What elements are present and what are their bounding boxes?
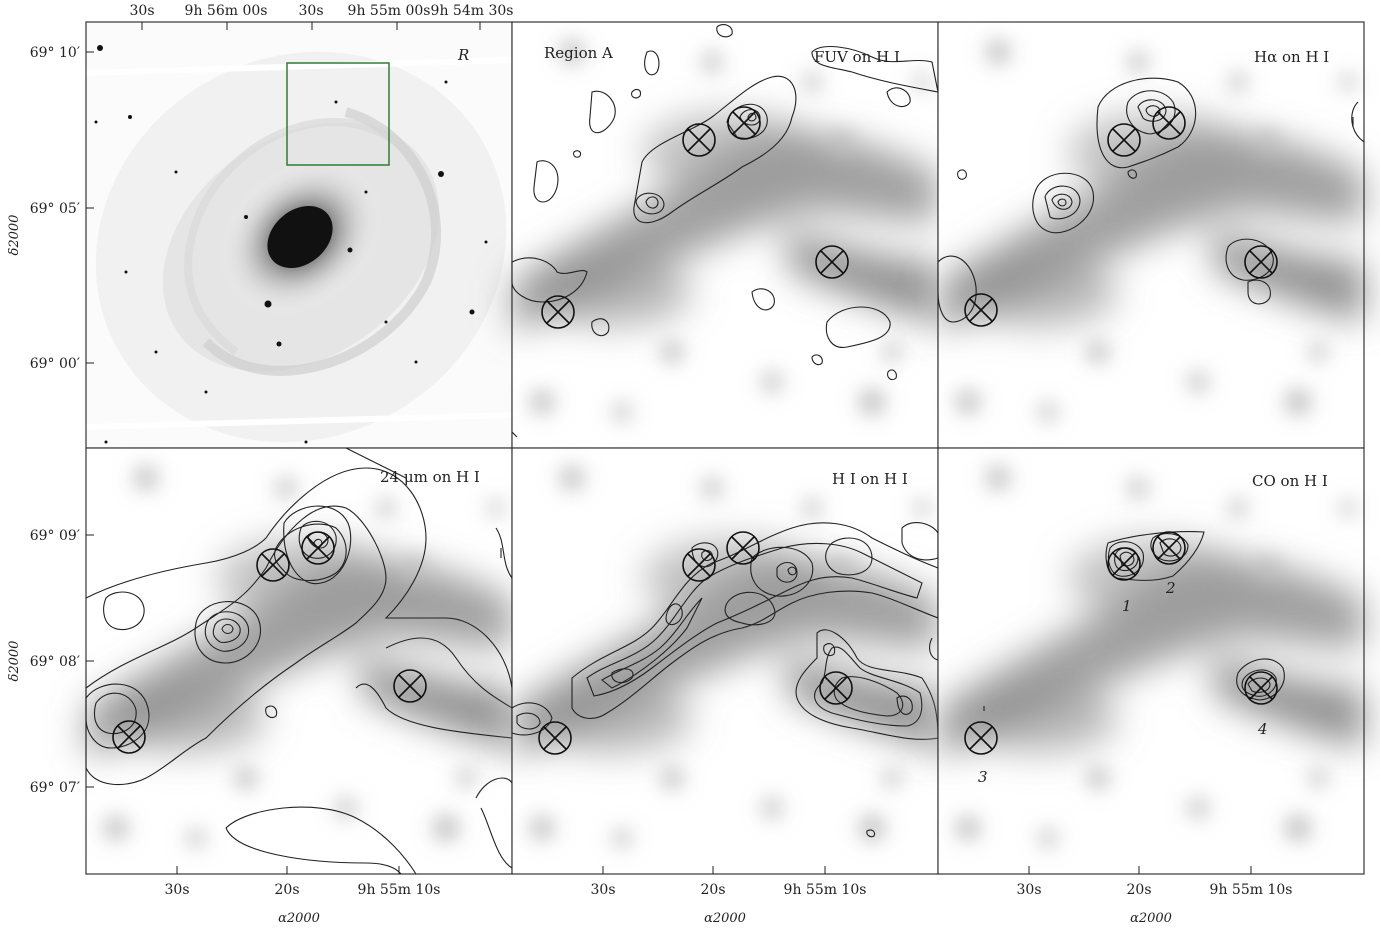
bottom-ra-tick: 9h 55m 10s	[784, 882, 867, 898]
axis-ticks	[86, 22, 1252, 874]
left-dec-axis-bottom: 69° 09′ 69° 08′ 69° 07′	[30, 528, 80, 796]
bottom-ra-tick: 20s	[275, 882, 300, 898]
panel-24um: 24 μm on H I	[85, 447, 513, 875]
top-ra-tick: 9h 54m 30s	[431, 3, 514, 19]
co-source-1: 1	[1122, 597, 1132, 615]
co-source-4: 4	[1257, 720, 1268, 738]
xlabel-3: α2000	[1130, 911, 1172, 926]
dec-tick: 69° 05′	[30, 201, 80, 217]
bottom-ra-tick: 9h 55m 10s	[358, 882, 441, 898]
panel-fuv-sublabel: Region A	[544, 44, 613, 62]
bottom-ra-tick: 20s	[1127, 882, 1152, 898]
dec-tick: 69° 10′	[30, 45, 80, 61]
bottom-ra-tick: 20s	[701, 882, 726, 898]
bottom-ra-tick: 30s	[1017, 882, 1042, 898]
dec-tick: 69° 09′	[30, 528, 80, 544]
left-dec-axis-top: 69° 10′ 69° 05′ 69° 00′	[30, 45, 80, 372]
panel-r-band: R	[85, 21, 513, 449]
dec-tick: 69° 08′	[30, 654, 80, 670]
bottom-ra-tick: 30s	[165, 882, 190, 898]
panel-halpha: Hα on H I	[937, 21, 1365, 449]
region-a-box	[286, 62, 390, 166]
ylabel-bottom: δ2000	[7, 641, 22, 682]
panel-hi-label: H I on H I	[832, 470, 908, 488]
xlabel-1: α2000	[278, 911, 320, 926]
top-ra-axis: 30s 9h 56m 00s 30s 9h 55m 00s 9h 54m 30s	[130, 3, 514, 19]
co-source-2: 2	[1165, 579, 1176, 597]
top-ra-tick: 9h 56m 00s	[185, 3, 268, 19]
dec-tick: 69° 07′	[30, 780, 80, 796]
xlabel-2: α2000	[704, 911, 746, 926]
panel-hi: H I on H I	[511, 447, 939, 875]
panel-24um-label: 24 μm on H I	[380, 468, 480, 486]
panel-r-label: R	[457, 46, 469, 64]
dec-tick: 69° 00′	[30, 356, 80, 372]
bottom-ra-axis: 30s 20s 9h 55m 10s 30s 20s 9h 55m 10s 30…	[165, 882, 1293, 898]
panel-fuv: Region A FUV on H I	[511, 21, 939, 449]
panel-halpha-label: Hα on H I	[1254, 48, 1329, 66]
bottom-ra-tick: 9h 55m 10s	[1210, 882, 1293, 898]
panel-co: 1 2 3 4 CO on H I	[937, 447, 1365, 875]
panel-fuv-label: FUV on H I	[814, 48, 900, 66]
top-ra-tick: 30s	[130, 3, 155, 19]
top-ra-tick: 9h 55m 00s	[348, 3, 431, 19]
co-source-3: 3	[978, 768, 988, 786]
panel-co-label: CO on H I	[1252, 472, 1328, 490]
ylabel-top: δ2000	[7, 215, 22, 256]
bottom-ra-tick: 30s	[591, 882, 616, 898]
top-ra-tick: 30s	[299, 3, 324, 19]
